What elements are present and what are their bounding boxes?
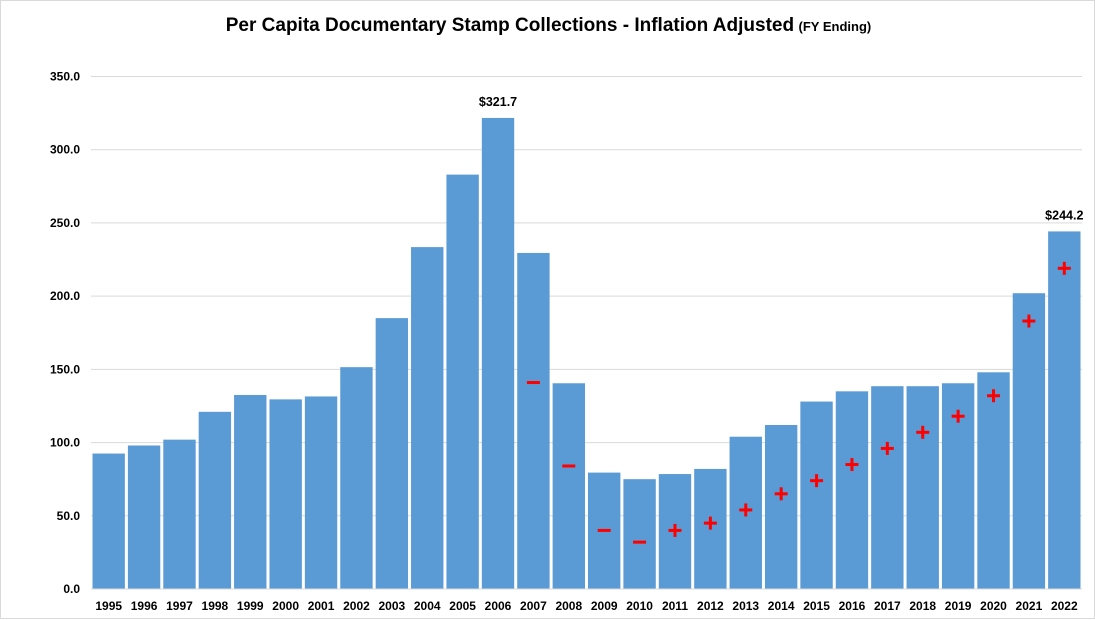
bar-2017 <box>871 386 904 589</box>
x-tick-label-2001: 2001 <box>308 599 335 613</box>
bar-1997 <box>163 439 196 589</box>
x-tick-label-2004: 2004 <box>414 599 441 613</box>
bar-2000 <box>269 399 302 589</box>
data-label-2006: $321.7 <box>479 95 517 109</box>
x-tick-label-2015: 2015 <box>803 599 830 613</box>
plus-marker-2013 <box>739 503 753 517</box>
bar-1998 <box>198 411 232 589</box>
plus-marker-2016 <box>845 458 859 472</box>
y-tick-label-7: 350.0 <box>50 70 80 84</box>
bar-2002 <box>340 367 373 589</box>
plus-marker-2012 <box>703 516 717 530</box>
y-tick-label-3: 150.0 <box>50 362 80 376</box>
x-tick-label-1997: 1997 <box>166 599 193 613</box>
bar-2008 <box>552 383 585 589</box>
x-tick-label-2017: 2017 <box>874 599 901 613</box>
bar-2003 <box>375 318 409 589</box>
plus-marker-2019 <box>951 409 965 423</box>
bar-2014 <box>764 425 798 589</box>
plus-marker-2015 <box>810 474 824 488</box>
plus-marker-2021 <box>1022 314 1036 328</box>
plus-marker-2020 <box>987 389 1001 403</box>
y-tick-label-4: 200.0 <box>50 289 80 303</box>
data-label-2022: $244.2 <box>1045 208 1083 222</box>
bar-2006 <box>481 117 515 590</box>
x-tick-label-2020: 2020 <box>980 599 1007 613</box>
x-tick-label-2022: 2022 <box>1051 599 1078 613</box>
x-tick-label-2011: 2011 <box>662 599 688 613</box>
x-tick-label-2021: 2021 <box>1016 599 1043 613</box>
chart-title-main: Per Capita Documentary Stamp Collections… <box>225 15 795 36</box>
bar-2022 <box>1048 231 1081 589</box>
y-tick-label-6: 300.0 <box>50 143 80 157</box>
bar-2016 <box>835 391 869 589</box>
bar-2020 <box>977 372 1010 589</box>
plus-marker-2017 <box>880 441 894 455</box>
bar-2005 <box>446 174 479 589</box>
bar-2007 <box>517 252 550 590</box>
chart-title: Per Capita Documentary Stamp Collections… <box>1 15 1095 37</box>
x-tick-label-2002: 2002 <box>343 599 370 613</box>
x-tick-label-2006: 2006 <box>485 599 512 613</box>
plus-marker-2018 <box>916 425 930 439</box>
plus-marker-2022 <box>1057 261 1071 275</box>
x-tick-label-2009: 2009 <box>591 599 618 613</box>
x-tick-label-2014: 2014 <box>768 599 795 613</box>
bar-1995 <box>92 453 125 589</box>
x-tick-label-2019: 2019 <box>945 599 972 613</box>
bar-1996 <box>127 445 161 589</box>
y-tick-label-5: 250.0 <box>50 216 80 230</box>
bar-2015 <box>800 401 833 589</box>
plus-marker-2014 <box>774 487 788 501</box>
chart-title-subtitle: (FY Ending) <box>798 19 872 34</box>
bar-2010 <box>623 479 656 589</box>
bar-1999 <box>234 394 267 589</box>
x-tick-label-2010: 2010 <box>626 599 653 613</box>
x-tick-label-2007: 2007 <box>520 599 547 613</box>
x-tick-label-1998: 1998 <box>202 599 229 613</box>
x-tick-label-2000: 2000 <box>272 599 299 613</box>
bar-2004 <box>411 247 444 589</box>
x-tick-label-1999: 1999 <box>237 599 264 613</box>
x-tick-label-1995: 1995 <box>95 599 122 613</box>
x-tick-label-2005: 2005 <box>449 599 476 613</box>
bar-2021 <box>1012 293 1046 589</box>
x-tick-label-2018: 2018 <box>909 599 936 613</box>
x-tick-label-2016: 2016 <box>839 599 866 613</box>
x-tick-label-2012: 2012 <box>697 599 724 613</box>
bar-2018 <box>906 386 939 589</box>
x-tick-label-2008: 2008 <box>555 599 582 613</box>
x-tick-label-1996: 1996 <box>131 599 158 613</box>
y-tick-label-0: 0.0 <box>63 582 80 596</box>
x-tick-label-2003: 2003 <box>378 599 405 613</box>
y-tick-label-2: 100.0 <box>50 436 80 450</box>
y-tick-label-1: 50.0 <box>57 509 81 523</box>
bar-2001 <box>304 396 338 589</box>
x-tick-label-2013: 2013 <box>732 599 759 613</box>
plus-marker-2011 <box>668 523 682 537</box>
